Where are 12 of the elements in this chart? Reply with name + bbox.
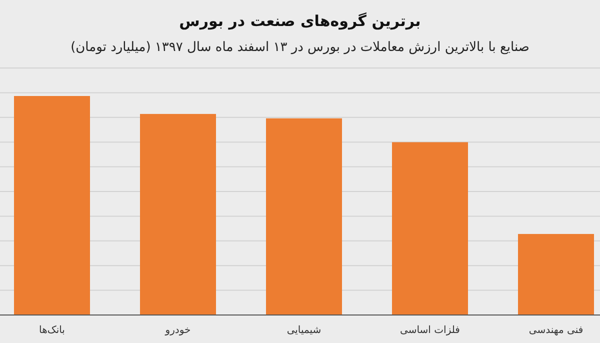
x-tick-label: بانک‌ها — [39, 325, 65, 336]
bar — [266, 118, 342, 315]
chart-subtitle: صنایع با بالاترین ارزش معاملات در بورس در ۱۳ اسفند ماه سال ۱۳۹۷ (میلیارد تومان) — [70, 40, 530, 55]
x-tick-label: خودرو — [164, 325, 191, 336]
bar — [14, 96, 90, 315]
x-tick-label: شیمیایی — [286, 325, 322, 336]
x-tick-label: فلزات اساسی — [400, 325, 460, 336]
bar — [392, 142, 468, 315]
bar — [518, 234, 594, 315]
x-tick-label: فنی مهندسی — [528, 325, 584, 336]
chart-title: برترین گروه‌های صنعت در بورس — [179, 12, 421, 30]
bar — [140, 114, 216, 315]
